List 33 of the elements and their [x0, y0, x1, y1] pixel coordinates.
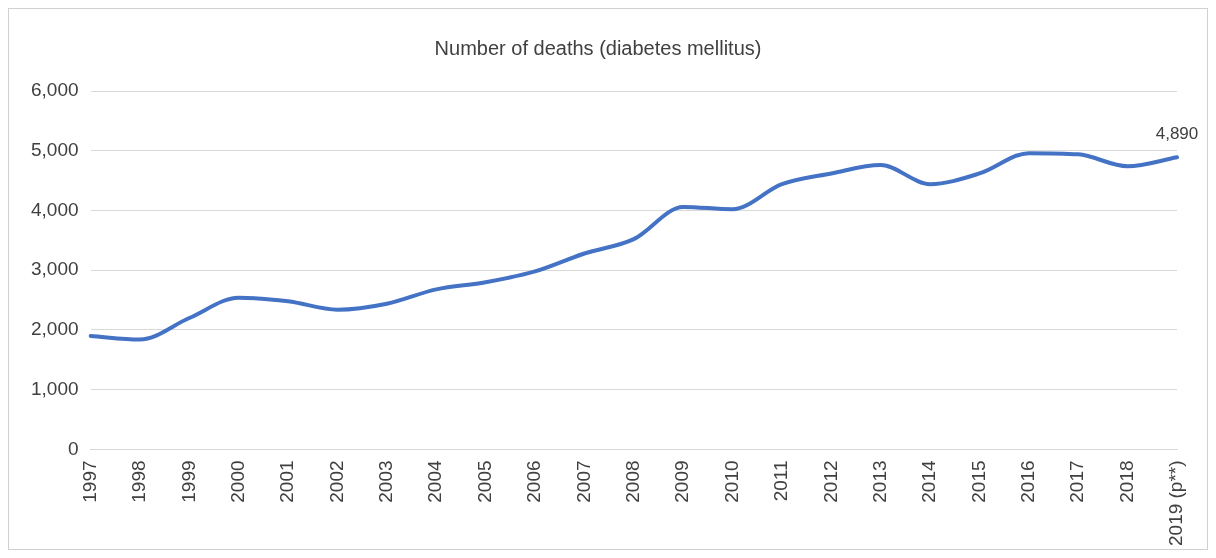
x-tick-label: 1997: [78, 460, 100, 503]
x-tick-label: 2007: [572, 460, 594, 503]
line-series: [88, 151, 1179, 342]
y-tick-label: 3,000: [31, 258, 79, 280]
y-tick-label: 0: [67, 437, 79, 459]
chart-title: Number of deaths (diabetes mellitus): [434, 36, 762, 59]
x-tick-label: 2012: [819, 460, 841, 503]
y-tick-label: 1,000: [31, 377, 79, 399]
x-tick-label: 2019 (p**): [1165, 460, 1187, 547]
x-tick-label: 1998: [128, 460, 150, 503]
x-tick-label: 2016: [1017, 460, 1039, 503]
x-tick-label: 2006: [523, 460, 545, 503]
x-tick-label: 2013: [868, 460, 890, 503]
x-tick-label: 2008: [622, 460, 644, 503]
x-tick-label: 2009: [671, 460, 693, 503]
y-tick-label: 6,000: [31, 79, 79, 101]
x-tick-label: 2015: [967, 460, 989, 503]
x-tick-label: 2004: [424, 460, 446, 503]
x-tick-label: 2014: [918, 460, 940, 503]
x-tick-label: 2017: [1066, 460, 1088, 503]
x-tick-label: 2003: [375, 460, 397, 503]
x-tick-label: 2010: [720, 460, 742, 503]
x-tick-label: 2005: [473, 460, 495, 503]
x-tick-label: 2002: [325, 460, 347, 503]
data-label: 4,890: [1155, 124, 1199, 144]
x-tick-label: 2011: [770, 460, 792, 502]
y-tick-label: 2,000: [31, 318, 79, 340]
y-tick-label: 5,000: [31, 138, 79, 160]
x-tick-label: 1999: [177, 460, 199, 503]
y-tick-label: 4,000: [31, 198, 79, 220]
x-tick-label: 2001: [276, 460, 298, 503]
x-tick-label: 2000: [226, 460, 248, 503]
x-tick-label: 2018: [1115, 460, 1137, 503]
